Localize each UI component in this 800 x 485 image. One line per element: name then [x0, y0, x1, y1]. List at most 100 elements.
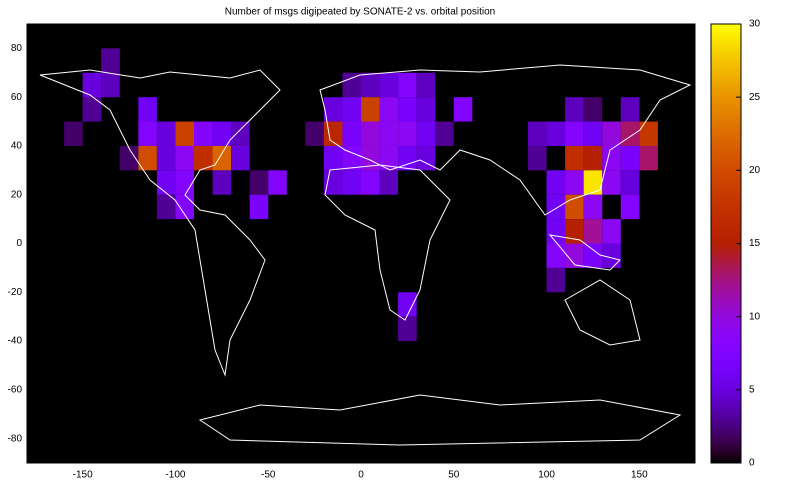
x-tick-label: 50: [448, 470, 460, 480]
cell: [249, 194, 269, 220]
cell: [583, 97, 603, 122]
cell: [361, 170, 380, 195]
cell: [361, 97, 380, 122]
cell: [583, 170, 603, 195]
cell: [379, 145, 399, 171]
cell: [361, 145, 380, 171]
y-tick-label: -60: [8, 384, 23, 395]
cells: [64, 48, 658, 342]
cell: [323, 145, 343, 171]
cell: [156, 170, 176, 195]
y-tick-label: -80: [8, 433, 23, 444]
cell: [379, 97, 399, 122]
cell: [194, 121, 213, 146]
cell: [639, 145, 658, 171]
cell: [323, 170, 343, 195]
y-tick-label: 0: [16, 238, 22, 249]
cell: [379, 170, 399, 195]
colorbar-tick-label: 15: [749, 238, 761, 249]
cell: [565, 97, 584, 122]
cell: [249, 170, 269, 195]
cell: [565, 170, 584, 195]
cell: [361, 72, 380, 98]
cell: [175, 145, 194, 171]
cell: [231, 145, 250, 171]
colorbar-tick-label: 30: [749, 19, 761, 30]
cell: [138, 121, 157, 146]
cell: [64, 121, 83, 146]
cell: [565, 121, 584, 146]
cell: [119, 145, 139, 171]
cell: [620, 121, 640, 146]
cell: [602, 145, 621, 171]
cell: [620, 97, 640, 122]
x-tick-label: -50: [261, 470, 276, 480]
cell: [453, 97, 473, 122]
cell: [268, 170, 287, 195]
cell: [212, 121, 232, 146]
cell: [546, 170, 566, 195]
cell: [101, 72, 120, 98]
cell: [138, 97, 157, 122]
cell: [435, 121, 454, 146]
cell: [305, 121, 324, 146]
coastlines: [39, 64, 692, 446]
cell: [323, 121, 343, 146]
cell: [156, 145, 176, 171]
cell: [398, 145, 417, 171]
cell: [546, 243, 566, 268]
cell: [156, 194, 176, 220]
colorbar-tick-label: 5: [749, 384, 755, 395]
cell: [416, 72, 436, 98]
y-tick-label: 60: [11, 92, 23, 103]
cell: [546, 219, 566, 244]
cell: [620, 145, 640, 171]
cell: [602, 243, 621, 268]
cell: [398, 97, 417, 122]
cell: [565, 219, 584, 244]
cell: [602, 219, 621, 244]
cell: [639, 121, 658, 146]
x-tick-label: 0: [358, 470, 364, 480]
cell: [546, 267, 566, 293]
cell: [565, 194, 584, 220]
cell: [528, 145, 547, 171]
cell: [583, 243, 603, 268]
cell: [361, 121, 380, 146]
cell: [398, 121, 417, 146]
cell: [583, 194, 603, 220]
x-tick-label: 150: [631, 470, 648, 480]
x-tick-label: 100: [538, 470, 555, 480]
colorbar-tick-label: 20: [749, 165, 761, 176]
cell: [416, 145, 436, 171]
cell: [602, 121, 621, 146]
cell: [620, 170, 640, 195]
cell: [212, 145, 232, 171]
cell: [546, 194, 566, 220]
cell: [342, 145, 361, 171]
cell: [583, 145, 603, 171]
cell: [194, 145, 213, 171]
cell: [175, 170, 194, 195]
cell: [379, 72, 399, 98]
cell: [416, 121, 436, 146]
cell: [398, 316, 417, 342]
cell: [101, 48, 120, 73]
colorbar-tick-label: 0: [749, 458, 755, 469]
cell: [565, 243, 584, 268]
cell: [602, 170, 621, 195]
cell: [342, 170, 361, 195]
cell: [565, 145, 584, 171]
cell: [212, 170, 232, 195]
cell: [342, 72, 361, 98]
y-tick-label: -40: [8, 336, 23, 347]
y-tick-label: 80: [11, 43, 23, 54]
cell: [398, 72, 417, 98]
x-tick-label: -100: [165, 470, 185, 480]
cell: [82, 72, 102, 98]
y-tick-label: -20: [8, 287, 23, 298]
cell: [342, 121, 361, 146]
cell: [323, 97, 343, 122]
y-tick-label: 20: [11, 189, 23, 200]
